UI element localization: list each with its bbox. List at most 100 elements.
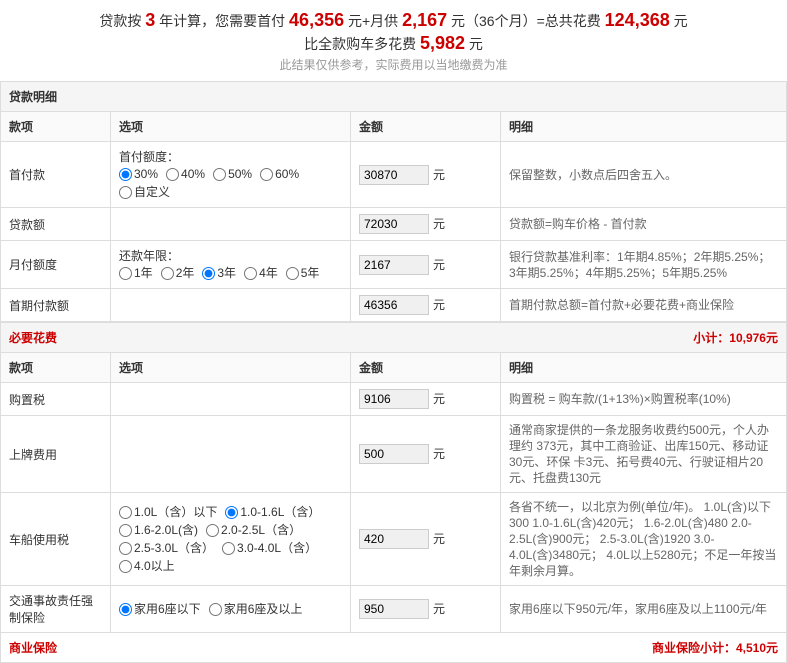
amount-input[interactable] [359,214,429,234]
row-detail: 银行贷款基准利率：1年期4.85%；2年期5.25%； 3年期5.25%；4年期… [501,241,787,289]
radio-option[interactable]: 60% [260,165,299,183]
col-detail: 明细 [501,112,787,142]
row-item: 贷款额 [1,208,111,241]
radio-option[interactable]: 1年 [119,264,153,282]
row-item: 上牌费用 [1,416,111,493]
amount-input[interactable] [359,529,429,549]
radio-input[interactable] [119,542,132,555]
radio-input[interactable] [202,267,215,280]
row-detail: 贷款额=购车价格 - 首付款 [501,208,787,241]
row-amount: 元 [351,241,501,289]
row-detail: 各省不统一，以北京为例(单位/年)。 1.0L(含)以下300 1.0-1.6L… [501,493,787,586]
radio-input[interactable] [119,524,132,537]
radio-option[interactable]: 3.0-4.0L（含） [222,539,317,557]
radio-option[interactable]: 2.5-3.0L（含） [119,539,214,557]
row-options: 还款年限：1年 2年 3年 4年 5年 [111,241,351,289]
summary-header: 贷款按 3 年计算，您需要首付 46,356 元+月供 2,167 元（36个月… [0,0,787,81]
radio-option[interactable]: 3年 [202,264,236,282]
radio-input[interactable] [209,603,222,616]
radio-option[interactable]: 50% [213,165,252,183]
radio-input[interactable] [161,267,174,280]
unit-label: 元 [433,298,445,312]
monthly-value: 2,167 [402,10,447,30]
radio-input[interactable] [260,168,273,181]
row-detail: 家用6座以下950元/年，家用6座及以上1100元/年 [501,586,787,633]
row-amount: 元 [351,586,501,633]
table-row: 首付款首付额度：30% 40% 50% 60% 自定义 元保留整数，小数点后四舍五入。 [1,142,787,208]
table-row: 贷款额 元贷款额=购车价格 - 首付款 [1,208,787,241]
row-options [111,208,351,241]
years-value: 3 [145,10,155,30]
row-detail: 保留整数，小数点后四舍五入。 [501,142,787,208]
radio-input[interactable] [286,267,299,280]
unit-label: 元 [433,447,445,461]
row-item: 购置税 [1,383,111,416]
insurance-section-header: 商业保险 商业保险小计：4,510元 [1,633,787,663]
extra-value: 5,982 [420,33,465,53]
radio-option[interactable]: 30% [119,165,158,183]
radio-option[interactable]: 4年 [244,264,278,282]
col-amount: 金额 [351,112,501,142]
unit-label: 元 [433,602,445,616]
radio-option[interactable]: 2.0-2.5L（含） [206,521,301,539]
required-subtotal: 小计：10,976元 [693,329,778,346]
radio-option[interactable]: 自定义 [119,183,170,201]
row-amount: 元 [351,142,501,208]
row-amount: 元 [351,416,501,493]
radio-input[interactable] [244,267,257,280]
radio-option[interactable]: 5年 [286,264,320,282]
radio-group: 家用6座以下家用6座及以上 [119,600,342,618]
option-label: 首付额度： [119,148,342,165]
radio-option[interactable]: 2年 [161,264,195,282]
downpayment-value: 46,356 [289,10,344,30]
radio-input[interactable] [166,168,179,181]
table-row: 交通事故责任强制保险家用6座以下家用6座及以上元家用6座以下950元/年，家用6… [1,586,787,633]
row-amount: 元 [351,208,501,241]
radio-option[interactable]: 1.0L（含）以下 [119,503,217,521]
row-item: 月付额度 [1,241,111,289]
summary-note: 此结果仅供参考，实际费用以当地缴费为准 [0,56,787,73]
radio-group: 30% 40% 50% 60% 自定义 [119,165,342,201]
table-row: 上牌费用元通常商家提供的一条龙服务收费约500元，个人办理约 373元，其中工商… [1,416,787,493]
radio-input[interactable] [213,168,226,181]
row-options [111,416,351,493]
row-options: 1.0L（含）以下 1.0-1.6L（含） 1.6-2.0L(含) 2.0-2.5L（… [111,493,351,586]
row-item: 车船使用税 [1,493,111,586]
radio-input[interactable] [119,603,132,616]
table-row: 首期付款额元首期付款总额=首付款+必要花费+商业保险 [1,289,787,322]
unit-label: 元 [433,532,445,546]
radio-input[interactable] [119,186,132,199]
radio-input[interactable] [119,267,132,280]
radio-option[interactable]: 家用6座以下 [119,600,201,618]
amount-input[interactable] [359,165,429,185]
radio-option[interactable]: 4.0以上 [119,557,175,575]
row-amount: 元 [351,493,501,586]
row-item: 首期付款额 [1,289,111,322]
option-label: 还款年限： [119,247,342,264]
radio-input[interactable] [119,506,132,519]
radio-option[interactable]: 1.6-2.0L(含) [119,521,198,539]
row-options: 首付额度：30% 40% 50% 60% 自定义 [111,142,351,208]
required-table: 款项 选项 金额 明细 购置税元购置税 = 购车款/(1+13%)×购置税率(1… [0,352,787,663]
loan-section-header: 贷款明细 [0,81,787,111]
total-value: 124,368 [605,10,670,30]
row-detail: 购置税 = 购车款/(1+13%)×购置税率(10%) [501,383,787,416]
row-item: 首付款 [1,142,111,208]
amount-input[interactable] [359,255,429,275]
loan-table: 款项 选项 金额 明细 首付款首付额度：30%40%50%60%自定义元保留整数… [0,111,787,322]
table-row: 车船使用税 1.0L（含）以下 1.0-1.6L（含） 1.6-2.0L(含) 2.0-… [1,493,787,586]
amount-input[interactable] [359,389,429,409]
radio-option[interactable]: 1.0-1.6L（含） [225,503,320,521]
table-row: 月付额度还款年限：1年 2年 3年 4年 5年 元银行贷款基准利率：1年期4.85%；2年… [1,241,787,289]
radio-input[interactable] [222,542,235,555]
radio-input[interactable] [206,524,219,537]
radio-option[interactable]: 家用6座及以上 [209,600,303,618]
radio-input[interactable] [225,506,238,519]
radio-input[interactable] [119,168,132,181]
row-options [111,289,351,322]
radio-option[interactable]: 40% [166,165,205,183]
amount-input[interactable] [359,599,429,619]
amount-input[interactable] [359,295,429,315]
radio-input[interactable] [119,560,132,573]
amount-input[interactable] [359,444,429,464]
